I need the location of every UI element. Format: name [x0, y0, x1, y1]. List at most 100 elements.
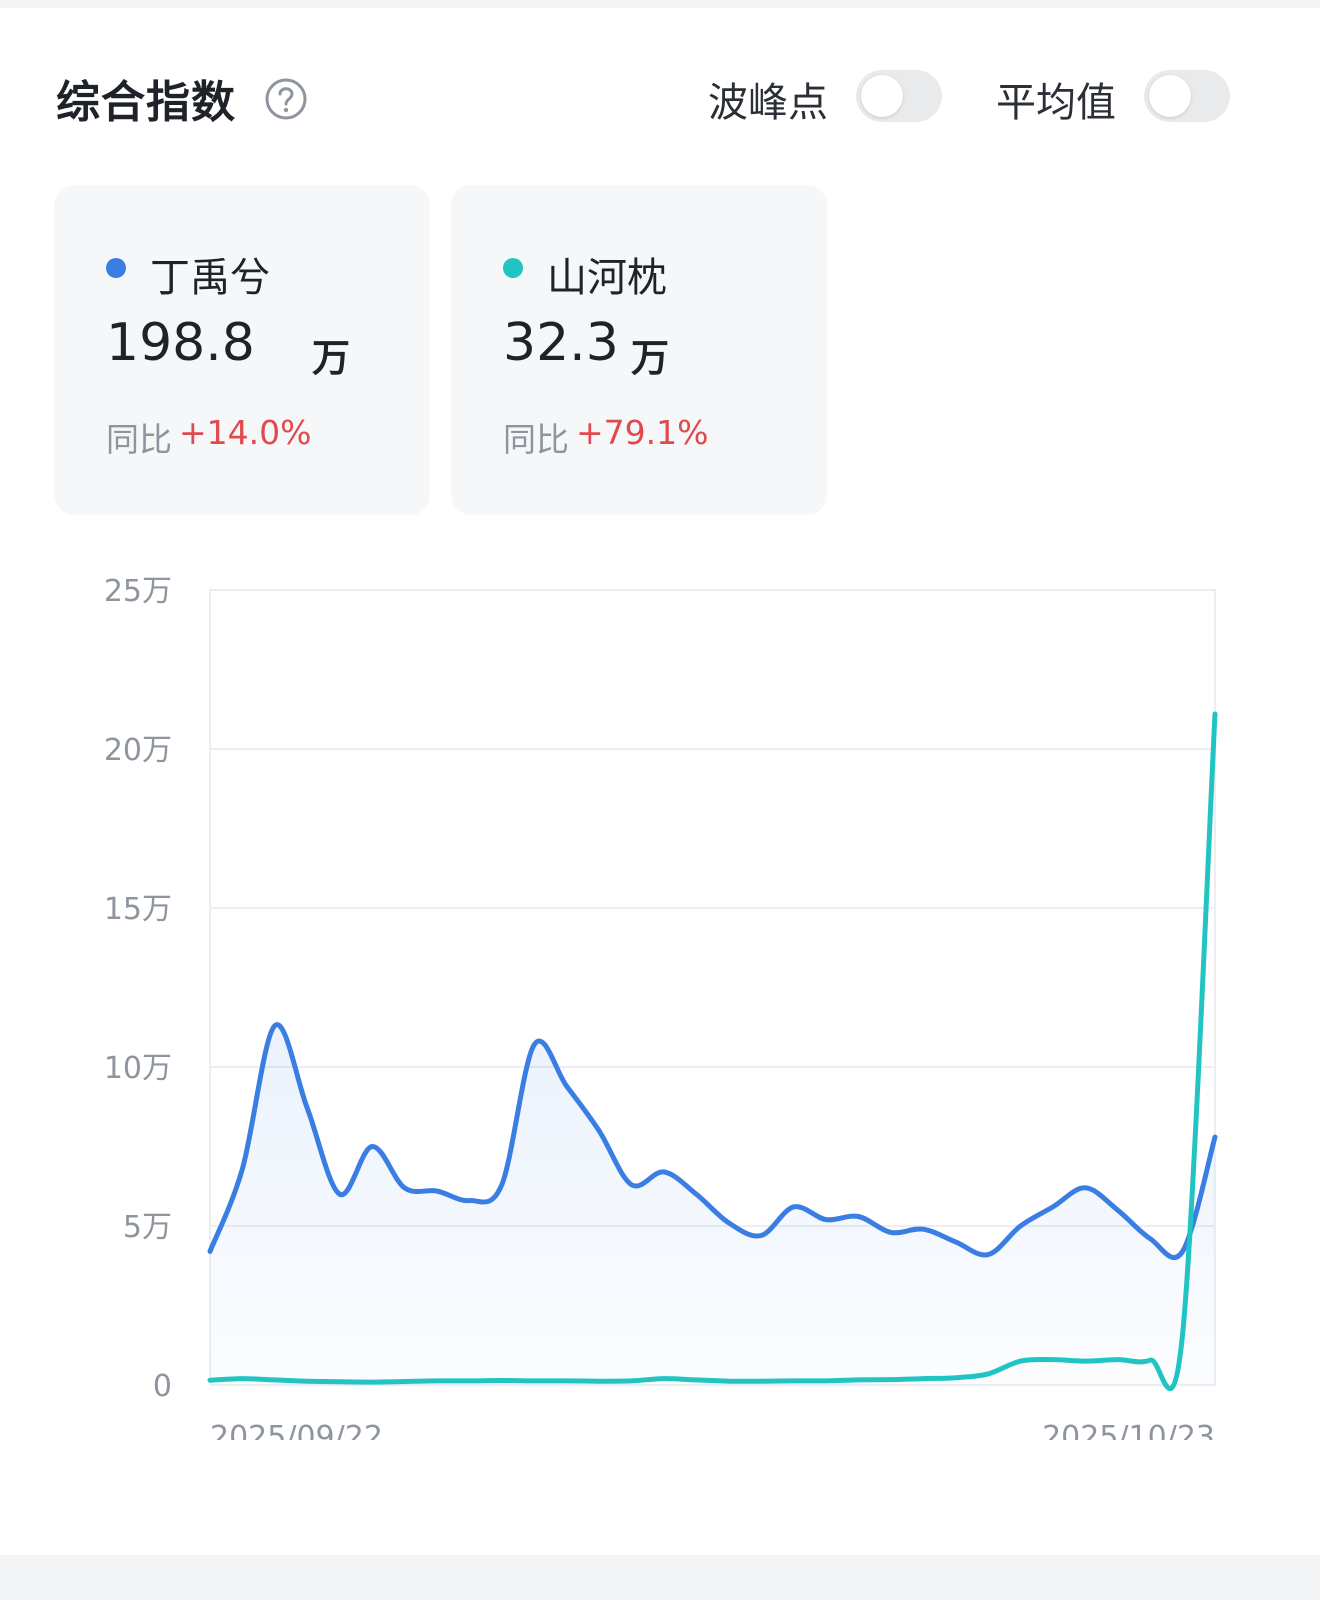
- data-point: [240, 1166, 245, 1171]
- data-point: [694, 1192, 699, 1197]
- line-chart[interactable]: 0 5万 10万 15万 20万 25万 2025/09/22 2025/10/23: [0, 540, 1320, 1440]
- peak-toggle[interactable]: [856, 70, 942, 122]
- data-point: [1115, 1208, 1120, 1213]
- series-line-丁禹兮: [207, 1022, 1218, 1261]
- y-tick-label: 15万: [104, 892, 172, 927]
- data-point: [208, 1378, 213, 1383]
- data-point: [272, 1377, 277, 1382]
- data-point: [208, 1249, 213, 1254]
- data-point: [434, 1189, 439, 1194]
- y-tick-label: 25万: [104, 574, 172, 609]
- data-point: [888, 1230, 893, 1235]
- y-tick-label: 20万: [104, 733, 172, 768]
- data-point: [629, 1182, 634, 1187]
- data-point: [532, 1042, 537, 1047]
- data-point: [597, 1128, 602, 1133]
- series-name: 丁禹兮: [150, 255, 270, 301]
- top-strip: [0, 0, 1320, 8]
- series-name: 山河枕: [547, 255, 667, 301]
- series-card-2[interactable]: 山河枕 32.3 万 同比 +79.1%: [451, 185, 827, 515]
- series-line-山河枕: [207, 711, 1218, 1392]
- toggle-knob: [861, 75, 903, 117]
- data-point: [823, 1217, 828, 1222]
- data-point: [856, 1214, 861, 1219]
- data-point: [791, 1378, 796, 1383]
- series-total: 198.8: [106, 313, 255, 373]
- data-point: [1115, 1357, 1120, 1362]
- series-unit: 万: [631, 336, 670, 380]
- data-point: [370, 1144, 375, 1149]
- data-point: [921, 1227, 926, 1232]
- data-point: [1148, 1358, 1153, 1363]
- data-point: [1083, 1185, 1088, 1190]
- data-point: [1050, 1357, 1055, 1362]
- data-point: [1180, 1332, 1185, 1337]
- average-toggle[interactable]: [1144, 70, 1230, 122]
- data-point: [305, 1106, 310, 1111]
- data-point: [499, 1182, 504, 1187]
- data-point: [694, 1377, 699, 1382]
- data-point: [661, 1169, 666, 1174]
- data-point: [823, 1378, 828, 1383]
- data-point: [532, 1378, 537, 1383]
- series-color-dot: [503, 258, 523, 278]
- series-area-丁禹兮: [210, 1024, 1215, 1385]
- data-point: [1213, 712, 1218, 717]
- data-point: [467, 1198, 472, 1203]
- series-color-dot: [106, 258, 126, 278]
- y-tick-label: 5万: [123, 1210, 172, 1245]
- data-point: [759, 1379, 764, 1384]
- data-point: [986, 1371, 991, 1376]
- data-point: [1050, 1204, 1055, 1209]
- page-title: 综合指数: [56, 77, 236, 128]
- data-point: [726, 1220, 731, 1225]
- yoy-value: +14.0%: [179, 413, 312, 452]
- data-point: [1148, 1236, 1153, 1241]
- data-point: [986, 1252, 991, 1257]
- data-point: [467, 1378, 472, 1383]
- data-point: [1083, 1359, 1088, 1364]
- data-point: [337, 1192, 342, 1197]
- data-point: [402, 1379, 407, 1384]
- y-tick-label: 10万: [104, 1051, 172, 1086]
- data-point: [1213, 1134, 1218, 1139]
- data-point: [953, 1375, 958, 1380]
- data-point: [629, 1378, 634, 1383]
- data-point: [240, 1376, 245, 1381]
- peak-toggle-label: 波峰点: [708, 80, 828, 126]
- y-tick-label: 0: [153, 1369, 172, 1404]
- series-unit: 万: [312, 336, 351, 380]
- x-tick-label: 2025/09/22: [210, 1420, 383, 1440]
- data-point: [564, 1084, 569, 1089]
- help-icon[interactable]: [263, 76, 309, 122]
- data-point: [1018, 1224, 1023, 1229]
- data-point: [921, 1376, 926, 1381]
- data-point: [759, 1233, 764, 1238]
- data-point: [661, 1376, 666, 1381]
- average-toggle-label: 平均值: [996, 80, 1116, 126]
- series-total: 32.3: [503, 313, 619, 373]
- toggle-knob: [1149, 75, 1191, 117]
- data-point: [370, 1380, 375, 1385]
- bottom-strip: [0, 1555, 1320, 1600]
- yoy-value: +79.1%: [576, 413, 709, 452]
- data-point: [1018, 1359, 1023, 1364]
- data-point: [856, 1377, 861, 1382]
- data-point: [726, 1379, 731, 1384]
- data-point: [305, 1379, 310, 1384]
- data-point: [888, 1377, 893, 1382]
- data-point: [1180, 1249, 1185, 1254]
- data-point: [499, 1378, 504, 1383]
- data-point: [402, 1185, 407, 1190]
- data-point: [272, 1023, 277, 1028]
- data-point: [564, 1378, 569, 1383]
- data-point: [337, 1379, 342, 1384]
- yoy-label: 同比: [503, 420, 569, 459]
- data-point: [953, 1239, 958, 1244]
- data-point: [434, 1378, 439, 1383]
- data-point: [791, 1204, 796, 1209]
- series-card-1[interactable]: 丁禹兮 198.8 万 同比 +14.0%: [54, 185, 430, 515]
- yoy-label: 同比: [106, 420, 172, 459]
- data-point: [597, 1379, 602, 1384]
- x-tick-label: 2025/10/23: [1042, 1420, 1215, 1440]
